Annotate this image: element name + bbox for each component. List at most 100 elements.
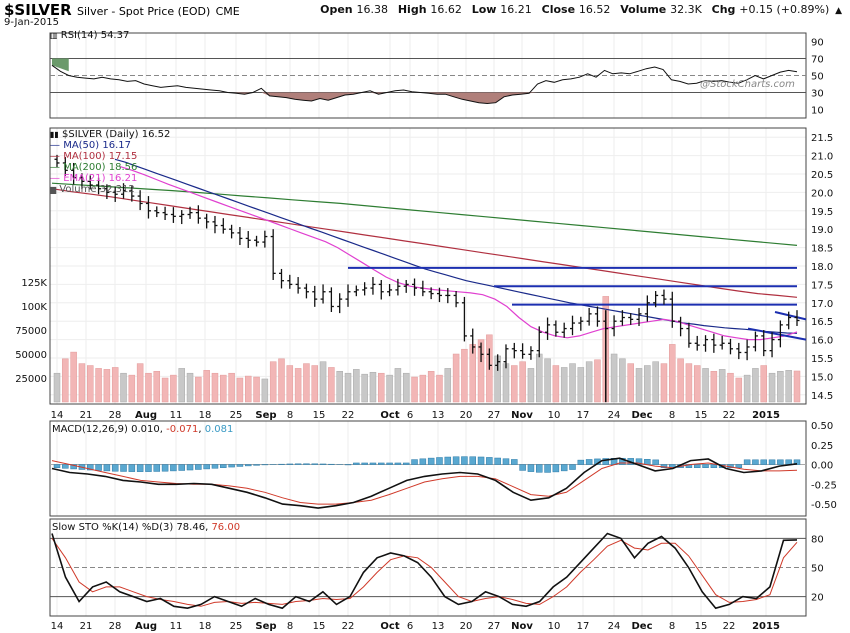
x-tick-label: 13 (432, 410, 445, 421)
volume-icon: ▆ (50, 185, 57, 194)
volume-bar (311, 365, 319, 403)
volume-bar (560, 367, 568, 403)
volume-bar (120, 372, 127, 403)
sto-tick-label: 50 (811, 564, 824, 575)
volume-bar (170, 374, 177, 403)
volume-bar (652, 361, 659, 403)
macd-histogram-bar (70, 464, 77, 470)
low-label: Low (471, 3, 497, 16)
volume-bar (95, 368, 102, 403)
macd-histogram-bar (444, 456, 452, 465)
stochastic-panel (50, 532, 806, 610)
volume-bar (203, 370, 210, 403)
sto-tick-label: 20 (811, 593, 824, 604)
volume-bar (386, 374, 393, 403)
macd-histogram-bar (103, 464, 111, 472)
volume-bar (211, 372, 219, 403)
volume-bar (228, 372, 235, 403)
volume-tick-label: 25000 (15, 374, 47, 385)
macd-histogram-bar (220, 464, 227, 468)
volume-bar (502, 363, 510, 403)
x-tick-label: 28 (109, 410, 122, 421)
volume-bar (303, 363, 310, 403)
volume-bar (793, 370, 801, 403)
volume-bar (610, 353, 618, 403)
volume-bar (294, 368, 302, 403)
volume-bar (336, 371, 343, 403)
price-tick-label: 16.5 (811, 317, 833, 328)
volume-bar (535, 353, 543, 403)
x-tick-label: Sep (255, 410, 276, 421)
price-frame (49, 127, 807, 405)
x-tick-label: 10 (548, 410, 561, 421)
x-tick-label: Nov (511, 410, 533, 421)
x-tick-label: 15 (313, 621, 326, 632)
macd-histogram-bar (569, 464, 576, 470)
macd-histogram-bar (486, 457, 493, 465)
price-tick-label: 21.0 (811, 152, 833, 163)
legend-ema21-text: EMA(21) 16.21 (63, 173, 138, 184)
macd-histogram-bar (186, 464, 194, 471)
volume-bar (660, 363, 668, 403)
macd-hist-value: 0.081 (204, 424, 234, 435)
x-tick-label: 8 (669, 621, 675, 632)
price-tick-label: 20.5 (811, 170, 833, 181)
macd-histogram-bar (660, 464, 668, 468)
close-label: Close (541, 3, 576, 16)
price-tick-label: 18.0 (811, 262, 833, 273)
x-tick-label: Dec (631, 621, 652, 632)
x-tick-label: 2015 (752, 410, 780, 421)
macd-histogram-bar (619, 457, 626, 465)
x-tick-label: 25 (230, 621, 243, 632)
volume-bar (743, 374, 751, 403)
x-tick-label: Oct (380, 621, 399, 632)
volume-bar (319, 361, 327, 403)
volume-bar (195, 376, 202, 403)
volume-bar (128, 374, 136, 403)
macd-histogram-bar (161, 464, 169, 472)
price-tick-label: 14.5 (811, 391, 833, 402)
volume-bar (344, 372, 352, 403)
volume-bar (752, 368, 759, 403)
macd-histogram-bar (710, 464, 718, 468)
volume-bar (627, 363, 634, 403)
volume-bar (511, 365, 518, 403)
macd-histogram-bar (494, 457, 501, 465)
macd-signal-value: -0.071 (166, 424, 199, 435)
legend-volume-text: Volume 32,312 (59, 184, 135, 195)
macd-tick-label: 0.00 (811, 461, 833, 472)
macd-histogram-bar (535, 464, 543, 473)
rsi-label: ▥ RSI(14) 54.37 (50, 30, 129, 41)
macd-histogram-bar (419, 458, 427, 465)
volume-bar (145, 372, 152, 403)
ohlc-summary: Open 16.38 High 16.62 Low 16.21 Close 16… (320, 3, 842, 16)
volume-bar (253, 376, 260, 403)
macd-histogram-bar (602, 458, 610, 465)
x-tick-label: 15 (313, 410, 326, 421)
rsi-tick-label: 50 (811, 72, 824, 83)
macd-histogram-bar (136, 464, 144, 472)
ma200-line (51, 182, 798, 246)
macd-histogram-bar (394, 462, 402, 465)
sto-tick-label: 80 (811, 534, 824, 545)
symbol: $SILVER (4, 1, 72, 19)
x-tick-label: 17 (577, 621, 590, 632)
volume-bar (62, 358, 69, 403)
macd-histogram-bar (768, 459, 776, 465)
low-value: 16.21 (500, 3, 532, 16)
x-tick-label: Aug (135, 410, 157, 421)
rsi-tick-label: 30 (811, 89, 824, 100)
macd-histogram-bar (652, 459, 659, 465)
x-tick-label: 22 (342, 410, 355, 421)
high-value: 16.62 (430, 3, 462, 16)
macd-histogram-bar (519, 464, 526, 471)
x-tick-label: 8 (287, 410, 293, 421)
legend-volume: ▆ Volume 32,312 (50, 184, 170, 195)
volume-bar (394, 368, 402, 403)
volume-bar (544, 358, 551, 403)
volume-tick-label: 125K (21, 278, 47, 289)
volume-bar (702, 368, 709, 403)
macd-histogram-bar (743, 459, 751, 465)
price-tick-label: 21.5 (811, 133, 833, 144)
x-tick-label: 25 (230, 410, 243, 421)
